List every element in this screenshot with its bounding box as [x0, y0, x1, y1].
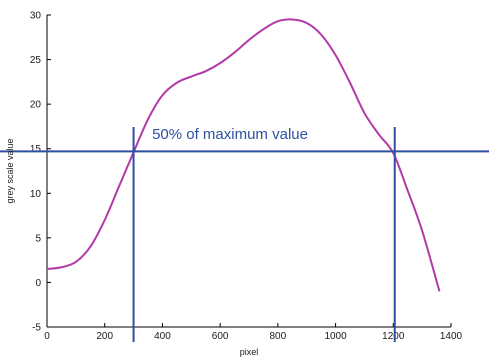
y-axis-label: grey scale value [5, 138, 15, 203]
x-tick-label: 400 [154, 331, 171, 342]
x-tick-label: 0 [44, 331, 50, 342]
x-tick-label: 800 [270, 331, 287, 342]
y-tick-label: 20 [30, 100, 42, 111]
axis-labels: pixel grey scale value [5, 138, 258, 357]
x-tick-label: 1000 [324, 331, 347, 342]
series-layer [46, 18, 441, 292]
x-tick-label: 1400 [440, 331, 463, 342]
y-tick-label: 5 [35, 233, 41, 244]
guide-lines [0, 127, 489, 342]
y-tick-label: -5 [32, 323, 41, 334]
y-tick-label: 15 [30, 144, 42, 155]
x-tick-label: 200 [96, 331, 113, 342]
annotations: 50% of maximum value [152, 126, 308, 143]
y-tick-label: 10 [30, 189, 42, 200]
y-tick-label: 30 [30, 11, 42, 22]
y-tick-label: 25 [30, 55, 42, 66]
axes [46, 14, 452, 328]
y-tick-label: 0 [35, 278, 41, 289]
annotation-label: 50% of maximum value [152, 126, 308, 143]
series-line [46, 18, 441, 292]
x-tick-label: 600 [212, 331, 229, 342]
x-tick-label: 1200 [382, 331, 405, 342]
x-axis-label: pixel [240, 347, 259, 357]
